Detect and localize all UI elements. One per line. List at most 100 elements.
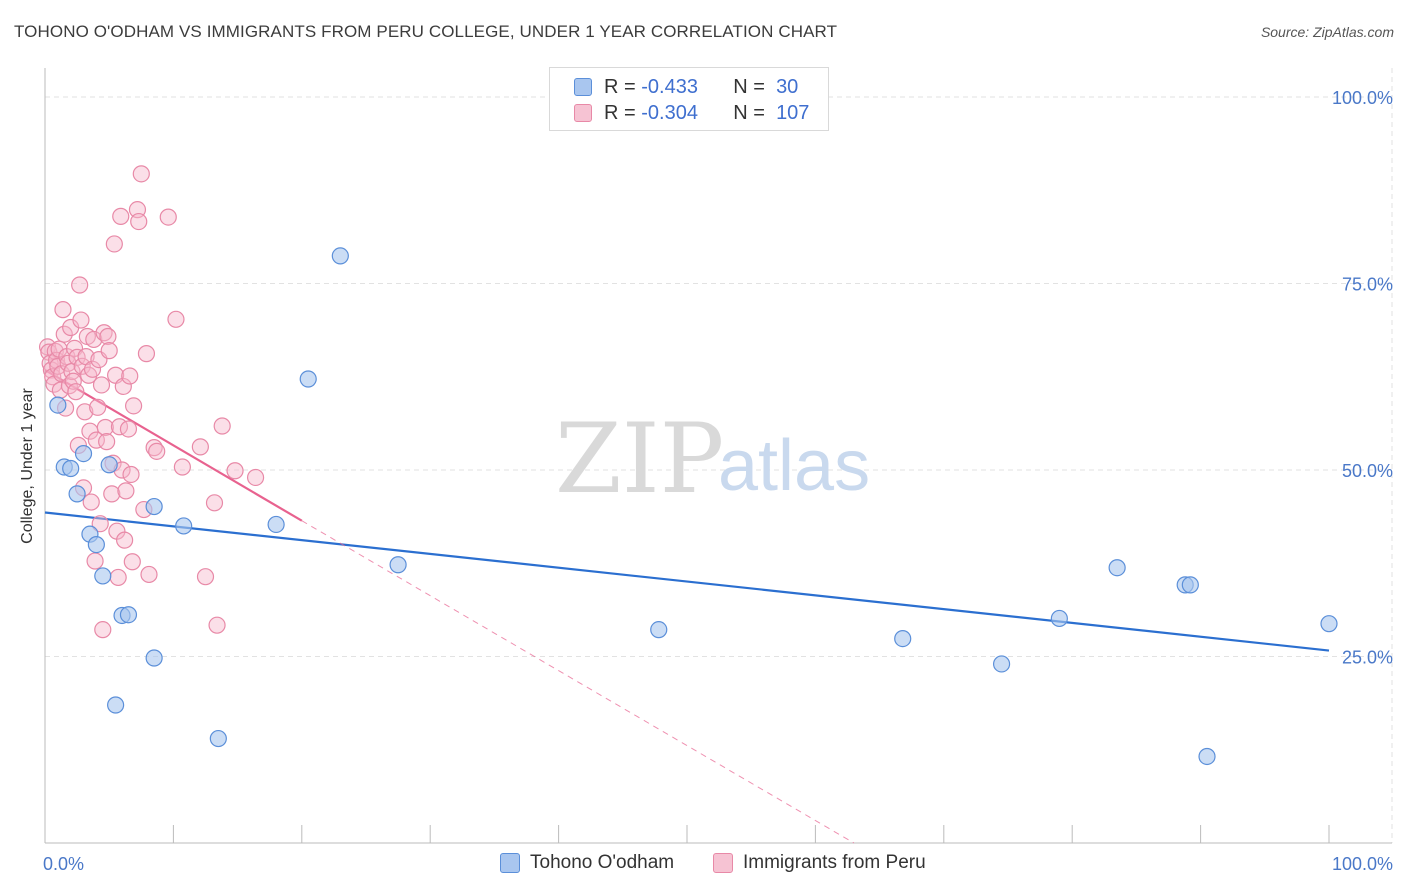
data-point-peru (92, 376, 111, 394)
legend-n-label: N = (733, 75, 765, 98)
y-tick-label: 25.0% (1342, 648, 1393, 668)
data-point-peru (54, 301, 72, 319)
x-tick-labels: 0.0% 100.0% (43, 854, 1393, 874)
x-tick-label-max: 100.0% (1332, 854, 1393, 874)
data-point-tohono (1320, 615, 1338, 633)
data-point-tohono (209, 729, 227, 748)
data-point-peru (67, 383, 85, 401)
data-point-peru (119, 420, 138, 438)
data-point-tohono (74, 444, 93, 463)
legend-r-value: -0.304 (641, 101, 698, 124)
data-point-tohono (331, 247, 349, 265)
data-point-tohono (175, 517, 193, 535)
data-point-tohono (119, 606, 138, 624)
bottom-legend-label: Tohono O'odham (530, 852, 675, 873)
data-point-peru (73, 357, 91, 375)
data-point-peru (213, 417, 231, 435)
data-point-peru (205, 494, 224, 512)
legend-swatch-pink (574, 104, 592, 122)
data-point-peru (137, 345, 156, 363)
data-point-peru (85, 330, 103, 349)
data-point-tohono (894, 629, 912, 648)
data-point-tohono (299, 370, 317, 388)
data-point-tohono (62, 459, 80, 478)
data-point-tohono (1108, 559, 1126, 577)
chart-title: TOHONO O'ODHAM VS IMMIGRANTS FROM PERU C… (14, 22, 838, 41)
data-point-tohono (992, 655, 1011, 673)
data-point-peru (167, 310, 185, 328)
data-point-tohono (389, 556, 407, 574)
data-point-peru (91, 515, 109, 533)
bottom-legend-label: Immigrants from Peru (743, 852, 926, 873)
y-tick-label: 75.0% (1342, 275, 1393, 295)
axes (44, 68, 1392, 844)
watermark: ZIP atlas (555, 403, 870, 515)
data-point-tohono (100, 456, 118, 474)
data-point-tohono (87, 535, 105, 554)
bottom-legend-tohono: Tohono O'odham (500, 852, 674, 874)
correlation-legend: R = -0.433 N = 30 R = -0.304 N = 107 (549, 67, 829, 131)
data-point-peru (103, 485, 121, 503)
data-point-peru (159, 208, 177, 226)
trend-line-peru (44, 369, 303, 522)
legend-r-label: R = (604, 101, 636, 124)
grid-lines (45, 68, 1393, 843)
trend-line-peru-extended (301, 520, 855, 844)
trend-line-tohono (44, 511, 1330, 652)
data-point-peru (122, 465, 140, 484)
watermark-zip: ZIP (555, 403, 724, 515)
legend-r-value: -0.433 (641, 75, 698, 98)
data-point-peru (89, 398, 107, 416)
x-tick-label-min: 0.0% (43, 854, 84, 874)
data-point-peru (148, 442, 166, 460)
data-point-peru (140, 565, 158, 584)
legend-swatch-blue (574, 78, 592, 96)
y-tick-label: 100.0% (1332, 88, 1393, 108)
data-point-tohono (1198, 747, 1216, 766)
data-point-tohono (68, 485, 86, 503)
data-point-peru (72, 311, 90, 329)
data-point-peru (96, 418, 114, 437)
data-point-peru (123, 553, 141, 571)
legend-n-label: N = (733, 101, 765, 124)
data-point-peru (98, 433, 116, 451)
data-point-peru (105, 235, 123, 253)
chart-source: Source: ZipAtlas.com (1260, 24, 1394, 40)
data-point-tohono (267, 515, 285, 534)
data-point-peru (99, 327, 117, 346)
data-point-peru (121, 367, 139, 385)
data-point-tohono (650, 621, 668, 639)
watermark-atlas: atlas (718, 426, 870, 506)
data-point-peru (196, 568, 215, 586)
data-point-peru (71, 276, 89, 294)
tohono-points (49, 247, 1338, 766)
data-point-peru (55, 325, 73, 343)
data-point-peru (132, 165, 150, 183)
data-point-tohono (145, 649, 163, 667)
legend-n-value: 30 (776, 75, 799, 98)
data-point-peru (130, 212, 148, 231)
data-point-tohono (94, 567, 112, 585)
legend-n-value: 107 (776, 101, 810, 124)
data-point-peru (76, 403, 94, 421)
data-point-peru (59, 354, 77, 372)
data-point-tohono (107, 696, 125, 714)
bottom-legend-swatch-blue (500, 853, 520, 873)
data-point-peru (246, 468, 265, 487)
data-point-peru (226, 462, 244, 480)
bottom-legend-swatch-pink (713, 853, 733, 873)
bottom-legend-peru: Immigrants from Peru (713, 852, 926, 874)
legend-row-tohono: R = -0.433 N = 30 (574, 75, 798, 99)
y-tick-label: 50.0% (1342, 461, 1393, 481)
peru-points (38, 165, 265, 639)
data-point-peru (68, 348, 86, 366)
data-point-tohono (49, 396, 67, 414)
data-point-peru (100, 342, 118, 360)
data-point-peru (114, 377, 132, 396)
data-point-peru (64, 372, 82, 390)
data-point-peru (109, 568, 127, 587)
legend-row-peru: R = -0.304 N = 107 (574, 101, 809, 125)
data-point-peru (86, 552, 104, 570)
data-point-peru (173, 458, 191, 476)
data-point-peru (94, 621, 112, 639)
